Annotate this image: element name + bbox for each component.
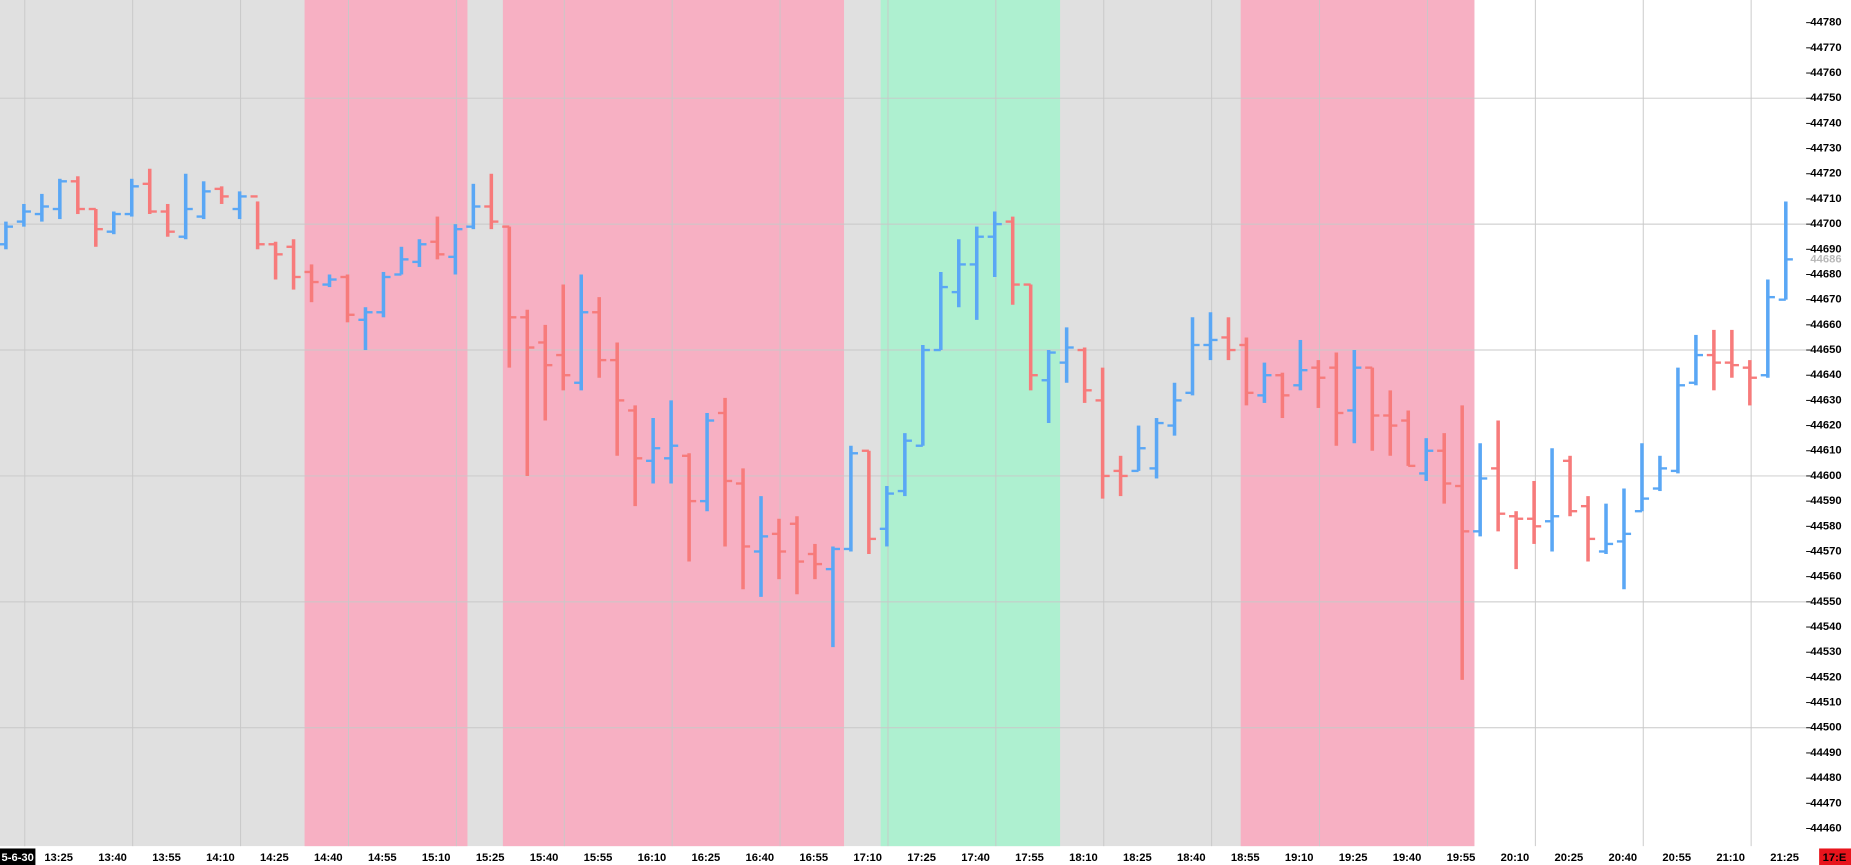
x-tick-label: 20:10 xyxy=(1501,852,1530,864)
y-tick-label: 44650 xyxy=(1810,344,1841,356)
x-tick-label: 14:55 xyxy=(368,852,397,864)
clock-box xyxy=(1819,848,1851,865)
y-tick-label: 44720 xyxy=(1810,168,1841,180)
x-tick-label: 19:10 xyxy=(1285,852,1314,864)
y-tick-label: 44700 xyxy=(1810,218,1841,230)
y-tick-label: 44520 xyxy=(1810,671,1841,683)
y-tick-label: 44620 xyxy=(1810,420,1841,432)
y-tick-label: 44600 xyxy=(1810,470,1841,482)
session-zone xyxy=(304,0,468,847)
x-tick-label: 16:55 xyxy=(799,852,828,864)
x-tick-label: 18:25 xyxy=(1123,852,1152,864)
y-tick-label: 44540 xyxy=(1810,621,1841,633)
y-tick-label: 44680 xyxy=(1810,268,1841,280)
date-label: 5-6-30 xyxy=(2,852,34,864)
y-tick-label: 44580 xyxy=(1810,520,1841,532)
y-tick-label: 44630 xyxy=(1810,394,1841,406)
y-tick-label: 44570 xyxy=(1810,545,1841,557)
session-zone xyxy=(1240,0,1475,847)
x-tick-label: 14:40 xyxy=(314,852,343,864)
y-tick-label: 44740 xyxy=(1810,117,1841,129)
x-tick-label: 15:55 xyxy=(584,852,613,864)
date-box xyxy=(0,848,36,865)
y-tick-label: 44590 xyxy=(1810,495,1841,507)
x-tick-label: 18:55 xyxy=(1231,852,1260,864)
x-tick-label: 14:10 xyxy=(206,852,235,864)
y-tick-label: 44480 xyxy=(1810,772,1841,784)
x-tick-label: 13:40 xyxy=(98,852,127,864)
y-tick-label: 44660 xyxy=(1810,319,1841,331)
x-tick-label: 15:10 xyxy=(422,852,451,864)
y-tick-label: 44490 xyxy=(1810,747,1841,759)
x-tick-label: 13:25 xyxy=(44,852,73,864)
x-tick-label: 17:40 xyxy=(961,852,990,864)
x-tick-label: 16:40 xyxy=(746,852,775,864)
x-tick-label: 17:55 xyxy=(1015,852,1044,864)
x-tick-label: 21:10 xyxy=(1716,852,1745,864)
session-zone xyxy=(880,0,1061,847)
y-tick-label: 44770 xyxy=(1810,42,1841,54)
y-tick-label: 44610 xyxy=(1810,445,1841,457)
x-tick-label: 16:25 xyxy=(692,852,721,864)
x-tick-label: 16:10 xyxy=(638,852,667,864)
y-tick-label: 44510 xyxy=(1810,697,1841,709)
y-tick-label: 44500 xyxy=(1810,722,1841,734)
x-tick-label: 19:55 xyxy=(1447,852,1476,864)
y-tick-label: 44550 xyxy=(1810,596,1841,608)
y-tick-label: 44710 xyxy=(1810,193,1841,205)
x-tick-label: 20:25 xyxy=(1555,852,1584,864)
y-tick-label: 44560 xyxy=(1810,571,1841,583)
bars xyxy=(0,168,1793,680)
y-tick-label: 44750 xyxy=(1810,92,1841,104)
x-tick-label: 18:40 xyxy=(1177,852,1206,864)
x-tick-label: 17:25 xyxy=(907,852,936,864)
y-tick-label: 44690 xyxy=(1810,243,1841,255)
x-tick-label: 19:25 xyxy=(1339,852,1368,864)
x-tick-label: 20:55 xyxy=(1662,852,1691,864)
y-tick-label: 44670 xyxy=(1810,294,1841,306)
x-tick-label: 20:40 xyxy=(1608,852,1637,864)
y-tick-label: 44780 xyxy=(1810,17,1841,29)
y-tick-label: 44640 xyxy=(1810,369,1841,381)
x-tick-label: 21:25 xyxy=(1770,852,1799,864)
x-tick-label: 18:10 xyxy=(1069,852,1098,864)
clock-label: 17:E xyxy=(1823,852,1847,864)
y-tick-label: 44530 xyxy=(1810,646,1841,658)
x-tick-label: 13:55 xyxy=(152,852,181,864)
session-zone xyxy=(502,0,845,847)
x-tick-label: 15:25 xyxy=(476,852,505,864)
axes: 44460 44470 44480 44490 44500 44510 44520 44530… xyxy=(44,17,1841,864)
x-tick-label: 19:40 xyxy=(1393,852,1422,864)
last-price-label: 44686 xyxy=(1810,253,1841,265)
y-tick-label: 44460 xyxy=(1810,822,1841,834)
y-tick-label: 44730 xyxy=(1810,143,1841,155)
x-tick-label: 14:25 xyxy=(260,852,289,864)
x-tick-label: 17:10 xyxy=(853,852,882,864)
y-tick-label: 44470 xyxy=(1810,797,1841,809)
x-tick-label: 15:40 xyxy=(530,852,559,864)
y-tick-label: 44760 xyxy=(1810,67,1841,79)
